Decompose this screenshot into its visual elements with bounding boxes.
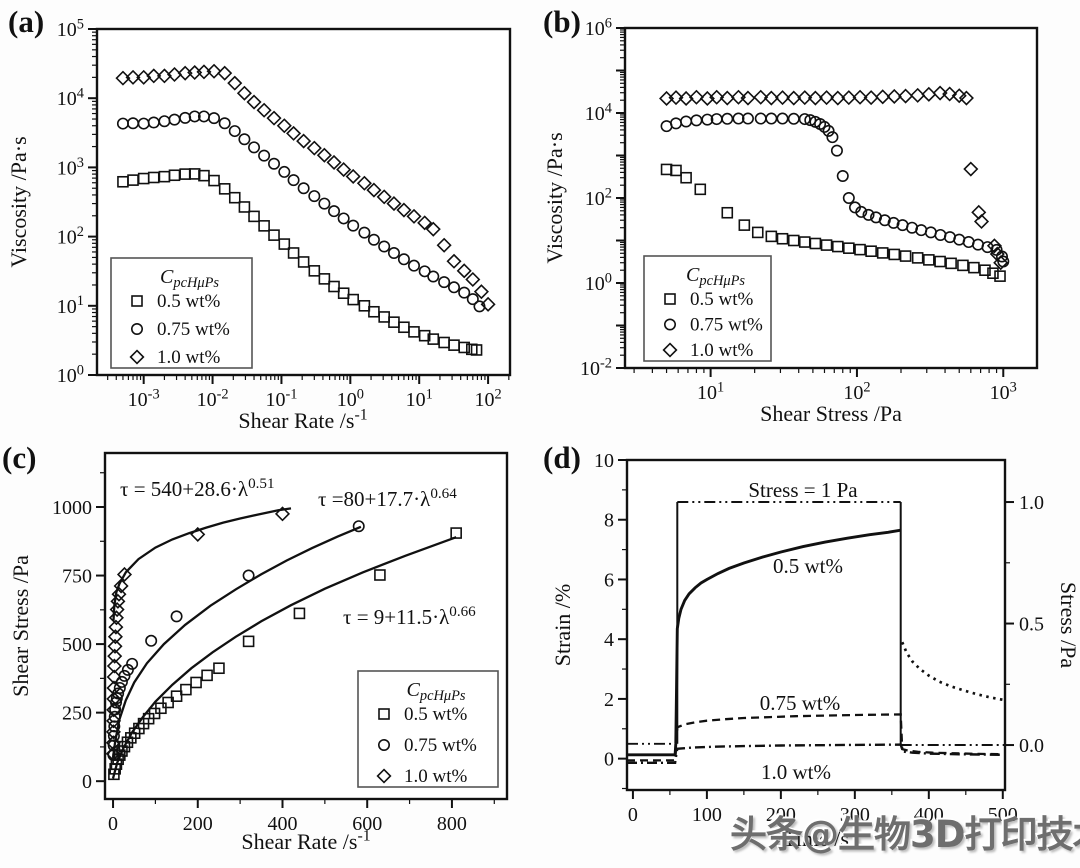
svg-text:102: 102 xyxy=(585,185,612,210)
svg-text:250: 250 xyxy=(62,703,92,725)
legend-box xyxy=(110,257,253,369)
series-layer xyxy=(659,85,1010,282)
svg-text:100: 100 xyxy=(585,270,612,295)
panel-d-label: (d) xyxy=(543,440,581,475)
svg-text:104: 104 xyxy=(585,100,612,125)
svg-text:4: 4 xyxy=(604,629,614,651)
svg-text:Time /s: Time /s xyxy=(783,826,849,851)
svg-text:0.5: 0.5 xyxy=(1019,614,1044,636)
svg-text:1.0 wt%: 1.0 wt% xyxy=(690,340,754,361)
watermark-text: 头条@生物3D打印技术菌 xyxy=(730,813,1080,856)
svg-text:102: 102 xyxy=(57,224,84,249)
svg-text:102: 102 xyxy=(474,386,501,411)
svg-text:0: 0 xyxy=(108,813,118,835)
svg-text:0.0: 0.0 xyxy=(1019,735,1044,757)
svg-text:400: 400 xyxy=(267,813,297,835)
legend-box xyxy=(357,670,499,788)
svg-text:1.0 wt%: 1.0 wt% xyxy=(761,760,831,784)
svg-text:Shear Stress /Pa: Shear Stress /Pa xyxy=(760,401,902,426)
chart-svg-d: 0 100 200 300 400 500 0 2 4 6 8 10 0.0 0.5 1.0 Stress /… xyxy=(550,450,1080,851)
svg-text:0: 0 xyxy=(82,771,92,793)
svg-text:1.0: 1.0 xyxy=(1019,492,1044,514)
svg-text:Stress = 1 Pa: Stress = 1 Pa xyxy=(748,478,858,502)
svg-text:Stress /Pa: Stress /Pa xyxy=(1056,582,1080,668)
chart-svg-a: 10-3 10-2 10-1 100 101 102 100 101 102 103 104 105 S… xyxy=(6,16,512,433)
svg-text:Viscosity /Pa·s: Viscosity /Pa·s xyxy=(6,136,31,267)
svg-text:τ = 9+11.5·λ0.66: τ = 9+11.5·λ0.66 xyxy=(343,604,476,629)
svg-text:300: 300 xyxy=(840,804,870,826)
svg-text:105: 105 xyxy=(57,16,84,41)
svg-text:102: 102 xyxy=(843,379,870,404)
svg-text:τ =80+17.7·λ0.64: τ =80+17.7·λ0.64 xyxy=(318,486,457,511)
svg-text:500: 500 xyxy=(988,804,1018,826)
svg-text:Viscosity /Pa·s: Viscosity /Pa·s xyxy=(542,132,567,263)
panel-b-label: (b) xyxy=(543,4,581,39)
svg-text:400: 400 xyxy=(914,804,944,826)
svg-text:104: 104 xyxy=(57,86,84,111)
svg-text:100: 100 xyxy=(337,386,364,411)
svg-text:0: 0 xyxy=(628,804,638,826)
svg-text:0.75 wt%: 0.75 wt% xyxy=(157,319,230,340)
svg-text:2: 2 xyxy=(604,689,614,711)
svg-text:6: 6 xyxy=(604,569,614,591)
svg-text:750: 750 xyxy=(62,566,92,588)
panel-c-shear-stress-vs-shear-rate: 0 200 400 600 800 0 250 500 750 1000 Shear Rate /s… xyxy=(0,434,540,868)
svg-text:10-2: 10-2 xyxy=(580,355,612,380)
panel-a-label: (a) xyxy=(8,4,45,39)
panel-a-viscosity-vs-shear-rate: 10-3 10-2 10-1 100 101 102 100 101 102 103 104 105 S… xyxy=(0,0,540,434)
svg-text:0.5 wt%: 0.5 wt% xyxy=(773,554,843,578)
svg-text:101: 101 xyxy=(697,379,724,404)
panel-c-label: (c) xyxy=(2,440,37,475)
svg-text:10-3: 10-3 xyxy=(128,386,160,411)
svg-text:100: 100 xyxy=(57,362,84,387)
svg-text:1.0 wt%: 1.0 wt% xyxy=(404,766,468,787)
svg-text:0.75 wt%: 0.75 wt% xyxy=(760,691,841,715)
svg-text:Shear Rate /s-1: Shear Rate /s-1 xyxy=(241,828,370,854)
svg-text:600: 600 xyxy=(352,813,382,835)
series-layer xyxy=(105,506,462,781)
legend-box xyxy=(643,255,772,362)
svg-text:10-2: 10-2 xyxy=(197,386,229,411)
svg-text:CpcHμPs: CpcHμPs xyxy=(407,679,466,704)
svg-text:Strain /%: Strain /% xyxy=(550,584,575,667)
svg-text:1000: 1000 xyxy=(52,497,92,519)
svg-text:500: 500 xyxy=(62,634,92,656)
svg-text:Shear Stress /Pa: Shear Stress /Pa xyxy=(8,555,33,697)
svg-text:106: 106 xyxy=(585,15,612,40)
svg-text:Shear Rate /s-1: Shear Rate /s-1 xyxy=(238,407,367,433)
svg-text:101: 101 xyxy=(57,293,84,318)
svg-text:0.5 wt%: 0.5 wt% xyxy=(157,291,221,312)
svg-text:8: 8 xyxy=(604,510,614,532)
chart-svg-b: 101 102 103 10-2 100 102 104 106 Shear Stress /P… xyxy=(542,15,1039,426)
svg-text:103: 103 xyxy=(990,379,1017,404)
chart-svg-c: 0 200 400 600 800 0 250 500 750 1000 Shear Rate /s… xyxy=(8,451,509,854)
svg-text:0.75 wt%: 0.75 wt% xyxy=(690,315,763,336)
svg-text:τ = 540+28.6·λ0.51: τ = 540+28.6·λ0.51 xyxy=(120,476,275,501)
svg-text:800: 800 xyxy=(437,813,467,835)
svg-text:10: 10 xyxy=(594,450,614,472)
svg-text:0.5 wt%: 0.5 wt% xyxy=(404,704,468,725)
svg-text:200: 200 xyxy=(766,804,796,826)
svg-text:CpcHμPs: CpcHμPs xyxy=(686,264,745,289)
svg-text:0.5 wt%: 0.5 wt% xyxy=(690,289,754,310)
svg-text:103: 103 xyxy=(57,155,84,180)
svg-text:0: 0 xyxy=(604,749,614,771)
svg-text:0.75 wt%: 0.75 wt% xyxy=(404,735,477,756)
svg-text:CpcHμPs: CpcHμPs xyxy=(160,266,219,291)
series-layer xyxy=(627,501,1005,764)
svg-text:101: 101 xyxy=(406,386,433,411)
series-layer xyxy=(115,63,496,356)
panel-b-viscosity-vs-shear-stress: 101 102 103 10-2 100 102 104 106 Shear Stress /P… xyxy=(540,0,1080,434)
svg-text:1.0 wt%: 1.0 wt% xyxy=(157,347,221,368)
svg-text:10-1: 10-1 xyxy=(265,386,297,411)
svg-text:200: 200 xyxy=(183,813,213,835)
panel-d-creep-recovery: 0 100 200 300 400 500 0 2 4 6 8 10 0.0 0.5 1.0 Stress /… xyxy=(540,434,1080,868)
svg-text:100: 100 xyxy=(692,804,722,826)
